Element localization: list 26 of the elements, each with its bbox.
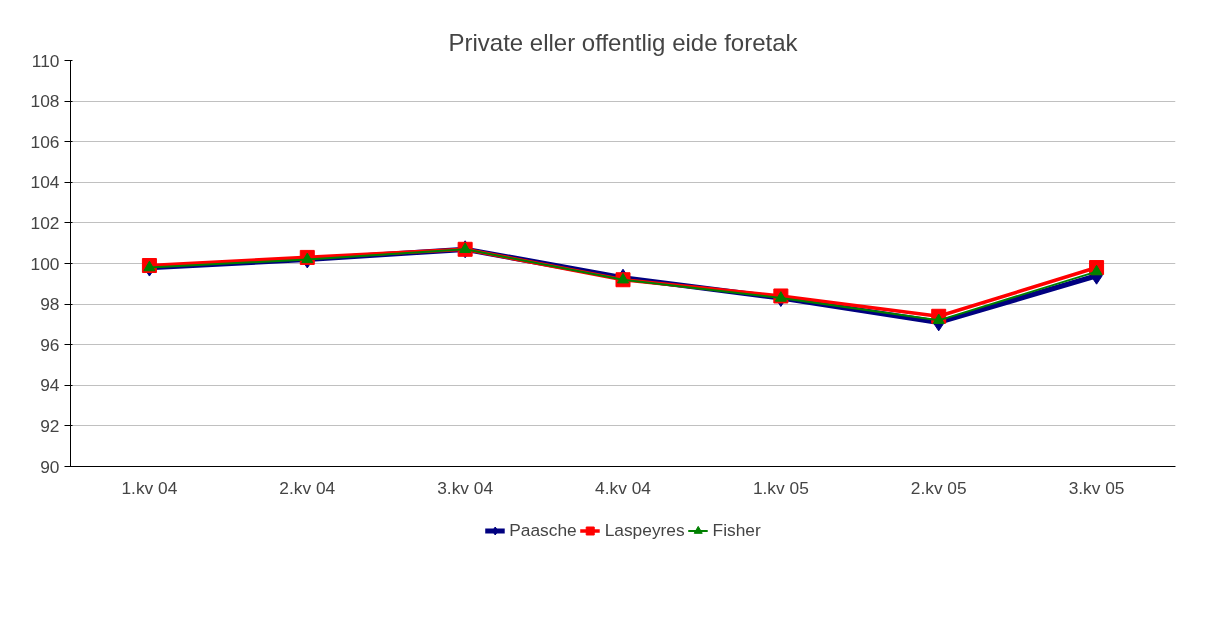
- y-tick-label: 110: [31, 50, 60, 71]
- y-tick-label: 90: [40, 456, 60, 477]
- x-tick-label: 3.kv 04: [437, 477, 494, 498]
- y-tick-label: 106: [30, 131, 60, 152]
- y-tick-label: 102: [30, 212, 60, 233]
- y-tick-label: 92: [40, 415, 60, 436]
- y-tick-label: 104: [30, 172, 60, 193]
- x-tick-label: 2.kv 04: [279, 477, 336, 498]
- y-tick-label: 108: [30, 91, 60, 112]
- y-tick-label: 94: [40, 375, 60, 396]
- legend-label: Paasche: [509, 519, 577, 541]
- legend-label: Laspeyres: [604, 519, 685, 541]
- x-tick-label: 1.kv 04: [121, 477, 178, 498]
- x-tick-label: 3.kv 05: [1068, 477, 1125, 498]
- x-tick-label: 2.kv 05: [910, 477, 967, 498]
- point: [932, 313, 945, 325]
- y-tick-label: 100: [30, 253, 60, 274]
- point: [459, 242, 472, 253]
- x-tick-label: 4.kv 04: [595, 477, 652, 498]
- legend-label: Fisher: [712, 519, 761, 541]
- point: [617, 272, 629, 284]
- point: [1090, 264, 1103, 276]
- y-tick-label: 96: [40, 334, 60, 355]
- y-tick-label: 98: [40, 294, 60, 315]
- chart-title: Private eller offentlig eide foretak: [448, 28, 799, 56]
- x-tick-label: 1.kv 05: [752, 477, 809, 498]
